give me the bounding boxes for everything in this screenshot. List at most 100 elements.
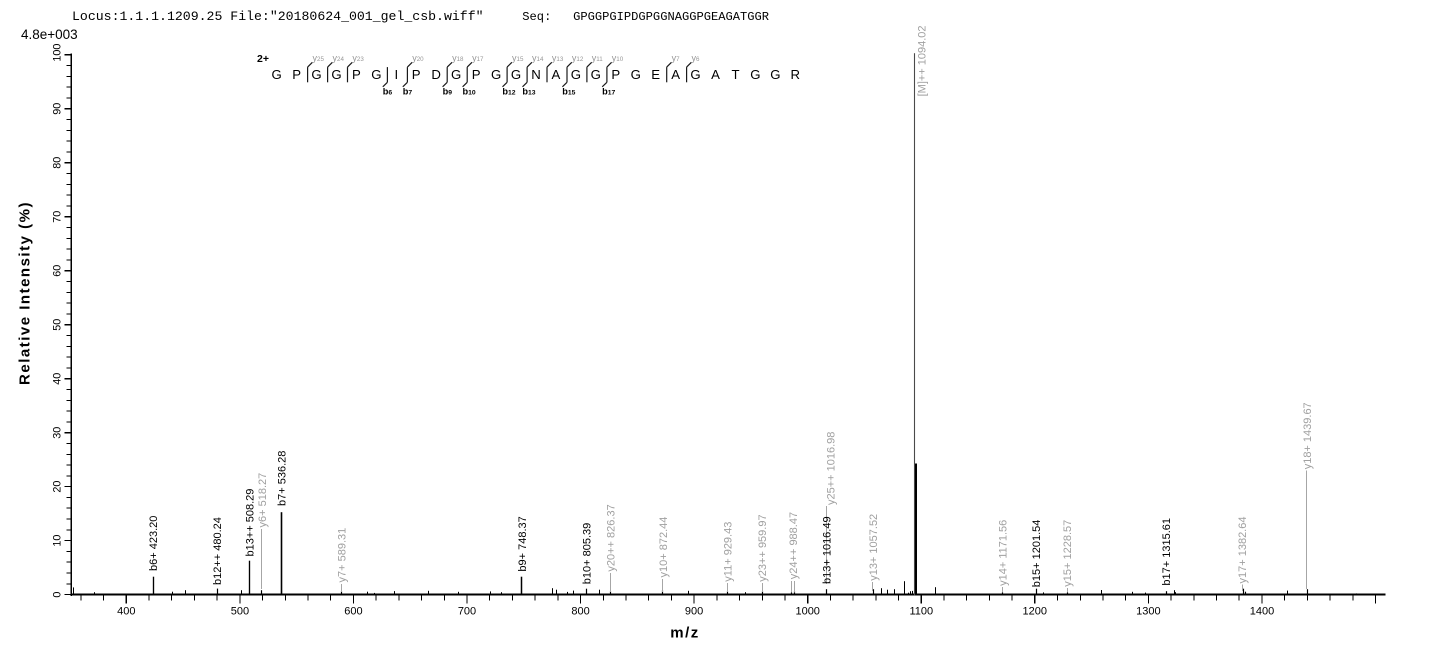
svg-text:G: G	[770, 67, 780, 82]
svg-text:0: 0	[51, 592, 63, 598]
svg-text:b17+ 1315.61: b17+ 1315.61	[1161, 518, 1173, 586]
svg-text:600: 600	[344, 606, 362, 618]
svg-text:y15+ 1228.57: y15+ 1228.57	[1062, 520, 1074, 587]
svg-text:1100: 1100	[909, 606, 933, 618]
svg-text:y10: y10	[612, 53, 624, 63]
svg-text:R: R	[791, 67, 801, 82]
svg-text:b10: b10	[463, 87, 476, 97]
svg-text:y18+ 1439.67: y18+ 1439.67	[1302, 402, 1314, 469]
svg-text:G: G	[491, 67, 501, 82]
svg-text:900: 900	[685, 606, 703, 618]
svg-text:G: G	[271, 67, 281, 82]
svg-text:[M]++ 1094.02: [M]++ 1094.02	[917, 25, 929, 96]
svg-text:b6: b6	[383, 87, 393, 97]
svg-text:y17: y17	[472, 53, 484, 63]
svg-text:y24++ 988.47: y24++ 988.47	[788, 512, 800, 579]
svg-text:G: G	[690, 67, 700, 82]
svg-text:50: 50	[51, 319, 63, 331]
svg-text:b15: b15	[562, 87, 575, 97]
svg-text:700: 700	[458, 606, 476, 618]
svg-text:G: G	[311, 67, 321, 82]
svg-text:y15: y15	[512, 53, 524, 63]
svg-text:4.8e+003: 4.8e+003	[21, 27, 78, 42]
svg-text:b15+ 1201.54: b15+ 1201.54	[1031, 520, 1043, 588]
svg-text:b13+ 1016.49: b13+ 1016.49	[821, 516, 833, 584]
svg-text:y12: y12	[572, 53, 584, 63]
svg-text:D: D	[431, 67, 441, 82]
svg-text:A: A	[711, 67, 720, 82]
svg-text:b9: b9	[443, 87, 453, 97]
svg-text:P: P	[292, 67, 301, 82]
svg-text:y6+ 518.27: y6+ 518.27	[257, 473, 269, 528]
svg-text:y7: y7	[672, 53, 681, 63]
svg-text:1300: 1300	[1136, 606, 1160, 618]
svg-text:b7+ 536.28: b7+ 536.28	[276, 451, 288, 506]
svg-text:N: N	[531, 67, 541, 82]
svg-text:G: G	[371, 67, 381, 82]
svg-text:P: P	[352, 67, 361, 82]
svg-text:10: 10	[51, 535, 63, 547]
svg-text:G: G	[511, 67, 521, 82]
svg-text:E: E	[651, 67, 660, 82]
svg-text:100: 100	[51, 44, 63, 62]
svg-text:y6: y6	[692, 53, 701, 63]
svg-text:P: P	[412, 67, 421, 82]
svg-text:70: 70	[51, 211, 63, 223]
svg-text:20: 20	[51, 481, 63, 493]
svg-text:30: 30	[51, 427, 63, 439]
svg-text:y13: y13	[552, 53, 564, 63]
svg-text:y10+ 872.44: y10+ 872.44	[658, 517, 670, 578]
svg-text:y25++ 1016.98: y25++ 1016.98	[826, 432, 838, 505]
svg-text:b12: b12	[502, 87, 515, 97]
svg-text:P: P	[472, 67, 481, 82]
svg-text:m/z: m/z	[670, 625, 700, 642]
svg-text:60: 60	[51, 265, 63, 277]
svg-text:G: G	[750, 67, 760, 82]
svg-text:P: P	[611, 67, 620, 82]
svg-text:G: G	[631, 67, 641, 82]
svg-text:y23++ 959.97: y23++ 959.97	[757, 514, 769, 581]
svg-text:80: 80	[51, 157, 63, 169]
svg-text:y14+ 1171.56: y14+ 1171.56	[998, 520, 1010, 586]
svg-text:Locus:1.1.1.1209.25 File:"2018: Locus:1.1.1.1209.25 File:"20180624_001_g…	[72, 9, 484, 24]
svg-text:y13+ 1057.52: y13+ 1057.52	[868, 514, 880, 581]
svg-text:1000: 1000	[795, 606, 819, 618]
svg-text:1200: 1200	[1023, 606, 1047, 618]
svg-text:y18: y18	[452, 53, 464, 63]
svg-text:y17+ 1382.64: y17+ 1382.64	[1237, 517, 1249, 584]
svg-text:A: A	[552, 67, 561, 82]
svg-text:y24: y24	[333, 53, 345, 63]
svg-text:b13: b13	[522, 87, 535, 97]
svg-text:b12++ 480.24: b12++ 480.24	[212, 517, 224, 585]
svg-text:b7: b7	[403, 87, 413, 97]
svg-text:b13++ 508.29: b13++ 508.29	[245, 489, 257, 557]
svg-text:y20++ 826.37: y20++ 826.37	[606, 504, 618, 571]
svg-text:Seq: GPGGPGIPDGPGGNAGGPGEAGA: Seq: GPGGPGIPDGPGGNAGGPGEAGATGGR	[522, 10, 769, 24]
svg-text:G: G	[591, 67, 601, 82]
svg-text:A: A	[671, 67, 680, 82]
svg-text:y25: y25	[313, 53, 325, 63]
svg-text:G: G	[331, 67, 341, 82]
svg-text:y11: y11	[592, 53, 603, 63]
svg-text:b9+ 748.37: b9+ 748.37	[517, 516, 529, 571]
svg-text:I: I	[394, 67, 398, 82]
svg-text:G: G	[571, 67, 581, 82]
svg-text:y23: y23	[352, 53, 364, 63]
svg-text:Relative Intensity (%): Relative Intensity (%)	[17, 201, 34, 385]
svg-text:y14: y14	[532, 53, 544, 63]
svg-text:T: T	[731, 67, 739, 82]
svg-text:500: 500	[231, 606, 249, 618]
svg-text:800: 800	[571, 606, 589, 618]
svg-text:y11+ 929.43: y11+ 929.43	[723, 522, 735, 582]
svg-text:400: 400	[117, 606, 135, 618]
svg-text:1400: 1400	[1250, 606, 1274, 618]
svg-text:b17: b17	[602, 87, 615, 97]
svg-text:2+: 2+	[257, 53, 269, 65]
svg-text:90: 90	[51, 103, 63, 115]
svg-text:G: G	[451, 67, 461, 82]
svg-text:y7+ 589.31: y7+ 589.31	[336, 528, 348, 583]
svg-text:40: 40	[51, 373, 63, 385]
svg-text:y20: y20	[412, 53, 424, 63]
svg-text:b10+ 805.39: b10+ 805.39	[581, 523, 593, 584]
svg-text:b6+ 423.20: b6+ 423.20	[148, 516, 160, 571]
